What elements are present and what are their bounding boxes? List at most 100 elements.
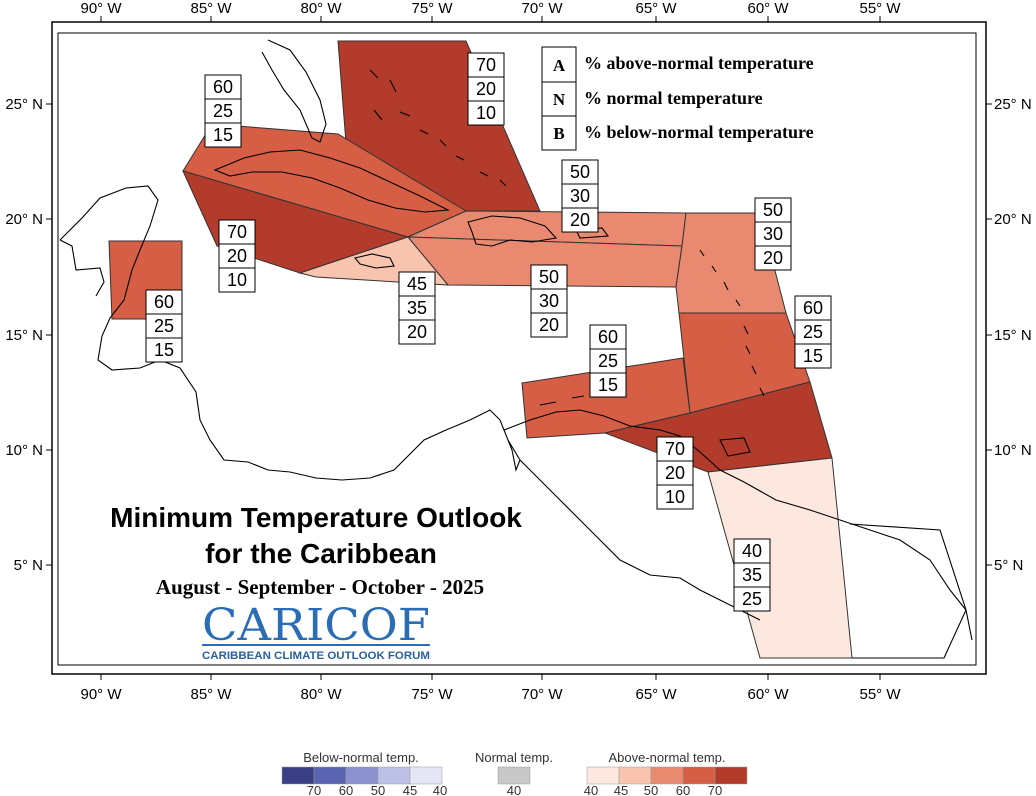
prob-box-belize: 60 25 15 [145, 289, 183, 363]
prob-below: 10 [665, 487, 685, 507]
prob-below: 15 [154, 340, 174, 360]
legend-desc-below: % below-normal temperature [584, 122, 814, 142]
prob-box-northern-lesser-antilles: 50 30 20 [754, 197, 792, 271]
prob-above: 70 [227, 222, 247, 242]
swatch-below-45 [377, 766, 411, 785]
prob-box-trinidad-tobago: 70 20 10 [656, 436, 694, 510]
guiana-border-box [849, 523, 967, 659]
colorbar-above-tick: 60 [676, 783, 690, 796]
prob-normal: 20 [476, 79, 496, 99]
prob-normal: 20 [227, 246, 247, 266]
legend-letter-a: A [553, 56, 566, 75]
prob-normal: 25 [154, 316, 174, 336]
map-period: August - September - October - 2025 [156, 575, 484, 599]
map-inner-frame [57, 32, 977, 666]
lon-label-bottom-7: 55° W [859, 686, 901, 703]
lon-label-top-1: 85° W [190, 0, 232, 17]
map-title-line2: for the Caribbean [205, 538, 437, 569]
prob-normal: 20 [665, 463, 685, 483]
prob-above: 60 [213, 77, 233, 97]
map-title-line1: Minimum Temperature Outlook [110, 502, 522, 533]
prob-below: 20 [570, 210, 590, 230]
lon-label-bottom-2: 80° W [300, 686, 342, 703]
cuba-coastline [213, 149, 450, 213]
lat-label-right-1: 20° N [994, 211, 1032, 228]
colorbar-normal-title: Normal temp. [475, 750, 553, 765]
swatch-above-60 [682, 766, 716, 785]
longitude-axis: 90° W 85° W 80° W 75° W 70° W 65° W 60° … [80, 0, 901, 703]
swatch-below-50 [345, 766, 379, 785]
colorbar-below-tick: 45 [403, 783, 417, 796]
prob-below: 10 [227, 270, 247, 290]
prob-box-jamaica: 45 35 20 [398, 271, 436, 345]
lat-label-left-2: 15° N [5, 327, 43, 344]
prob-above: 50 [539, 267, 559, 287]
swatch-below-60 [313, 766, 347, 785]
lat-label-right-0: 25° N [994, 96, 1032, 113]
prob-below: 20 [407, 322, 427, 342]
prob-above: 70 [665, 439, 685, 459]
prob-above: 60 [154, 292, 174, 312]
prob-normal: 30 [763, 224, 783, 244]
swatch-above-40 [586, 766, 620, 785]
prob-above: 60 [803, 298, 823, 318]
prob-normal: 30 [570, 186, 590, 206]
colorbar-above-tick: 45 [614, 783, 628, 796]
prob-normal: 35 [742, 565, 762, 585]
prob-box-cuba-east: 60 25 15 [204, 74, 242, 148]
legend-desc-above: % above-normal temperature [584, 53, 814, 73]
lon-label-top-4: 70° W [521, 0, 563, 17]
colorbar-below-tick: 40 [433, 783, 447, 796]
caricof-logo: CARICOF CARIBBEAN CLIMATE OUTLOOK FORUM [202, 600, 430, 662]
bahamas-islands [369, 69, 507, 187]
caricof-logo-wordmark: CARICOF [202, 600, 430, 651]
lon-label-bottom-5: 65° W [635, 686, 677, 703]
south-america-interior [519, 459, 761, 621]
swatch-below-40 [409, 766, 443, 785]
swatch-above-50 [650, 766, 684, 785]
colorbar-below-title: Below-normal temp. [303, 750, 419, 765]
lat-label-left-4: 5° N [14, 557, 43, 574]
prob-box-windward-islands: 60 25 15 [794, 295, 832, 369]
jamaica-coastline [354, 253, 395, 269]
prob-below: 15 [598, 375, 618, 395]
prob-above: 60 [598, 327, 618, 347]
colorbar-below-tick: 50 [371, 783, 385, 796]
colorbar-above-tick: 40 [584, 783, 598, 796]
prob-above: 70 [476, 55, 496, 75]
lon-label-top-6: 60° W [747, 0, 789, 17]
colorbar-above-tick: 70 [708, 783, 722, 796]
prob-box-cuba-west: 70 20 10 [218, 219, 256, 293]
prob-normal: 30 [539, 291, 559, 311]
colorbar: Below-normal temp. Normal temp. Above-no… [281, 750, 748, 796]
prob-box-hispaniola-pr: 50 30 20 [561, 159, 599, 233]
lon-label-top-7: 55° W [859, 0, 901, 17]
legend-letter-b: B [553, 124, 564, 143]
colorbar-below-tick: 60 [339, 783, 353, 796]
prob-normal: 25 [598, 351, 618, 371]
lon-label-bottom-4: 70° W [521, 686, 563, 703]
legend-letter-n: N [553, 90, 566, 109]
prob-normal: 35 [407, 298, 427, 318]
swatch-above-45 [618, 766, 652, 785]
prob-above: 50 [763, 200, 783, 220]
trinidad-coastline [719, 437, 751, 457]
lat-label-left-1: 20° N [5, 211, 43, 228]
lat-label-left-3: 10° N [5, 442, 43, 459]
prob-above: 50 [570, 162, 590, 182]
probability-boxes: 70 20 10 60 25 15 70 20 10 60 25 15 [145, 52, 832, 612]
prob-below: 25 [742, 589, 762, 609]
prob-box-bahamas: 70 20 10 [467, 52, 505, 126]
hispaniola-coastline [467, 215, 558, 247]
lesser-antilles-islands [699, 249, 765, 397]
prob-below: 20 [539, 315, 559, 335]
prob-below: 15 [213, 125, 233, 145]
lon-label-bottom-0: 90° W [80, 686, 122, 703]
swatch-above-70 [714, 766, 748, 785]
yucatan-coastline [59, 185, 973, 641]
colorbar-below-tick: 70 [307, 783, 321, 796]
prob-normal: 25 [213, 101, 233, 121]
swatch-below-70 [281, 766, 315, 785]
lon-label-top-0: 90° W [80, 0, 122, 17]
